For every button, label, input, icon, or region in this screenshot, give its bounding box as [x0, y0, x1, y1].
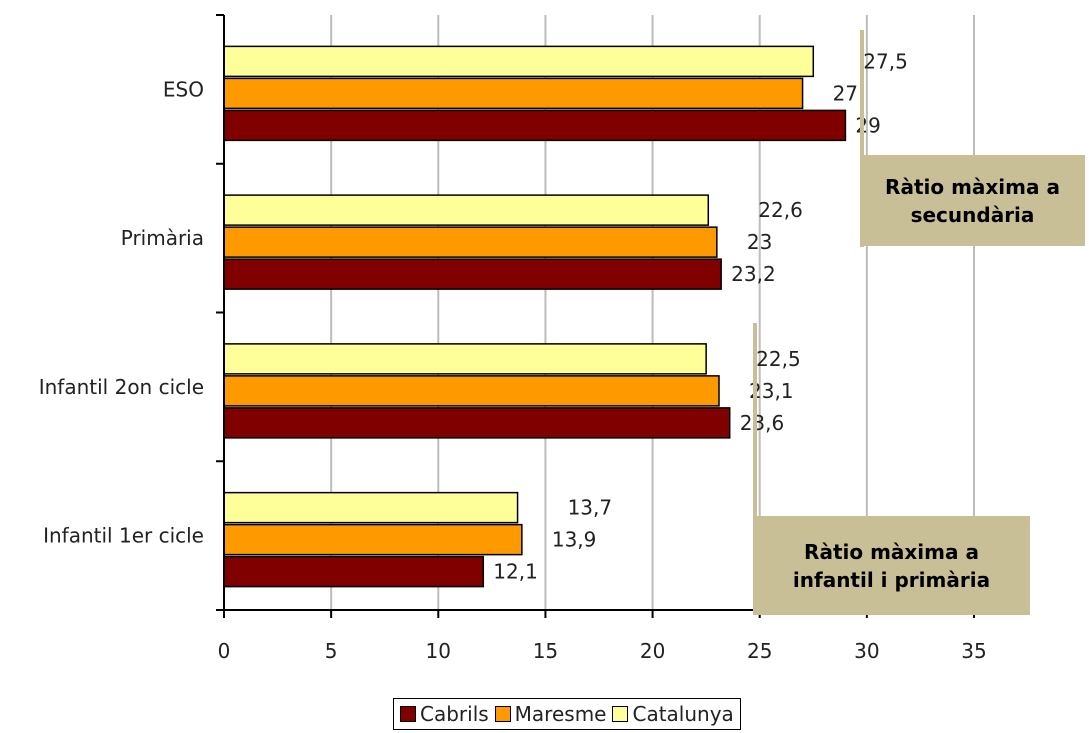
x-tick-label-20: 20 — [640, 639, 665, 663]
x-tick-label-30: 30 — [854, 639, 879, 663]
callout-1-connector — [860, 30, 864, 247]
callout-2-connector — [753, 323, 757, 615]
data-label-maresme-0: 27 — [833, 81, 858, 105]
bar-maresme-2 — [223, 375, 720, 407]
x-tick-label-0: 0 — [218, 639, 231, 663]
category-label-0: ESO — [163, 77, 204, 101]
legend-item-maresme: Maresme — [494, 702, 607, 726]
bar-maresme-3 — [223, 523, 523, 556]
callout-infantil-primaria: Ràtio màxima a infantil i primària — [753, 516, 1030, 615]
data-label-cabrils-2: 23,6 — [740, 411, 785, 435]
legend-label-cabrils: Cabrils — [420, 702, 489, 726]
data-label-catalunya-3: 13,7 — [568, 496, 613, 520]
callout-infantil-primaria-text: Ràtio màxima a infantil i primària — [792, 539, 991, 592]
data-label-catalunya-1: 22,6 — [758, 198, 803, 222]
bar-cabrils-0 — [223, 109, 847, 142]
legend-swatch-cabrils — [400, 706, 416, 722]
bar-catalunya-2 — [223, 343, 707, 375]
bar-cabrils-1 — [223, 258, 722, 290]
legend-item-catalunya: Catalunya — [612, 702, 734, 726]
x-tick-label-5: 5 — [325, 639, 338, 663]
category-label-2: Infantil 2on cicle — [39, 375, 204, 399]
bar-maresme-1 — [223, 226, 718, 258]
legend-swatch-catalunya — [612, 706, 629, 722]
callout-secundaria: Ràtio màxima a secundària — [860, 155, 1085, 246]
data-label-cabrils-3: 12,1 — [493, 560, 538, 584]
callout-secundaria-text: Ràtio màxima a secundària — [885, 174, 1060, 227]
x-tick-label-10: 10 — [426, 639, 451, 663]
bar-catalunya-1 — [223, 194, 710, 226]
legend-item-cabrils: Cabrils — [400, 702, 489, 726]
data-label-catalunya-0: 27,5 — [863, 49, 908, 73]
bar-maresme-0 — [223, 77, 804, 110]
data-label-maresme-3: 13,9 — [552, 528, 597, 552]
category-label-1: Primària — [121, 226, 204, 250]
data-label-maresme-1: 23 — [747, 230, 772, 254]
x-tick-label-25: 25 — [747, 639, 772, 663]
bar-catalunya-3 — [223, 491, 519, 524]
legend: Cabrils Maresme Catalunya — [393, 698, 741, 730]
category-label-3: Infantil 1er cicle — [43, 524, 204, 548]
data-label-cabrils-1: 23,2 — [731, 262, 776, 286]
legend-label-maresme: Maresme — [514, 702, 607, 726]
bar-cabrils-2 — [223, 407, 731, 439]
bar-cabrils-3 — [223, 555, 485, 588]
legend-swatch-maresme — [494, 706, 511, 722]
legend-label-catalunya: Catalunya — [632, 702, 734, 726]
bar-catalunya-0 — [223, 45, 815, 78]
x-tick-label-15: 15 — [533, 639, 558, 663]
x-tick-label-35: 35 — [961, 639, 986, 663]
data-label-catalunya-2: 22,5 — [756, 347, 801, 371]
data-label-cabrils-0: 29 — [855, 113, 880, 137]
